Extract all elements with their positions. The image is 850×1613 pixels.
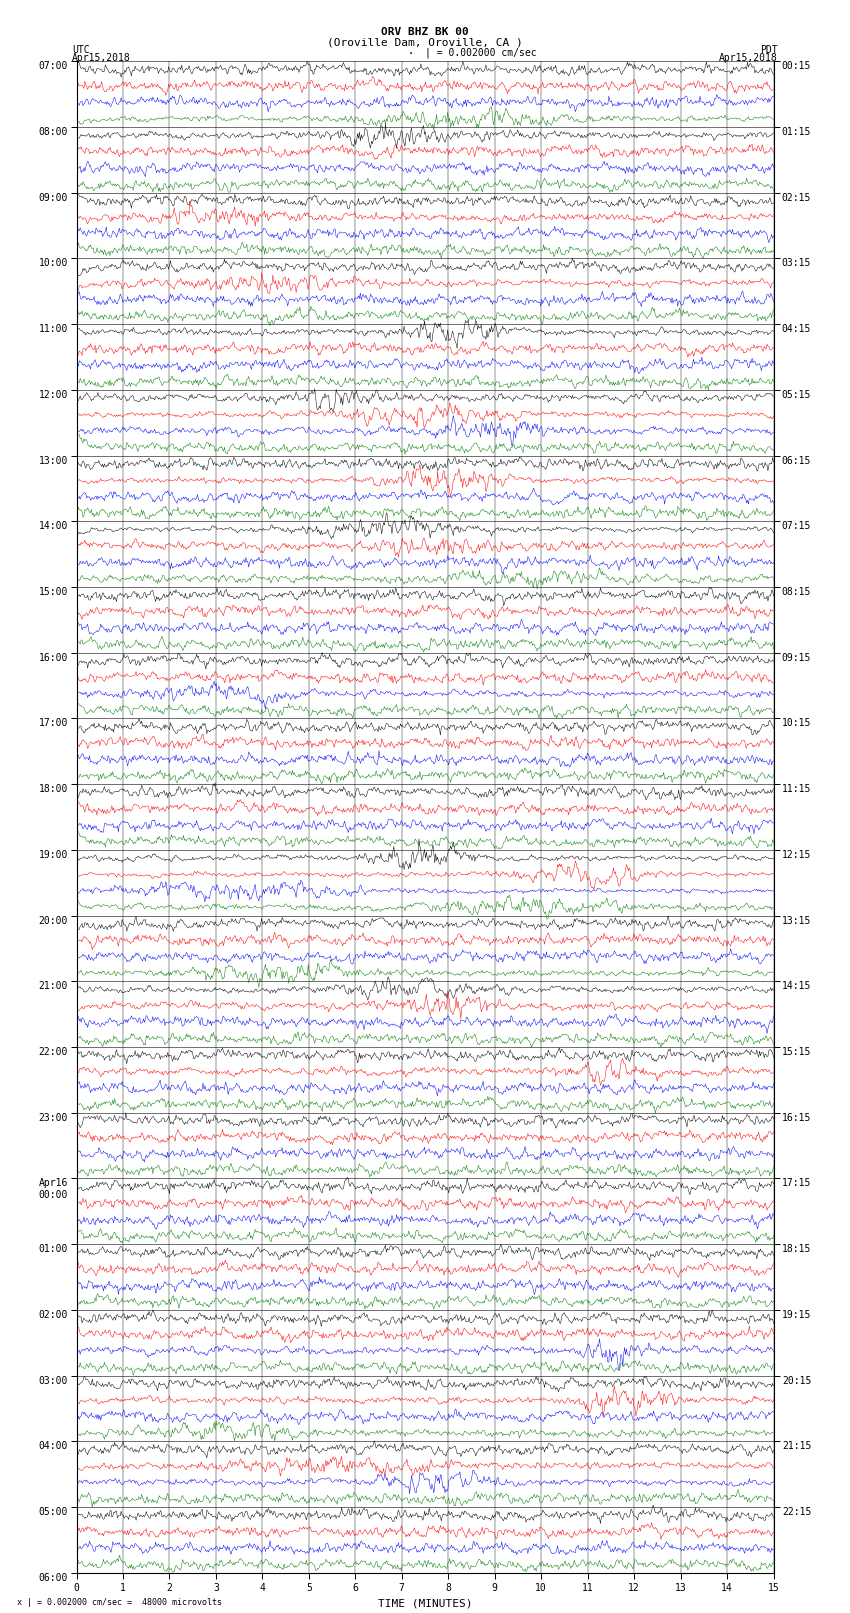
Text: (Oroville Dam, Oroville, CA ): (Oroville Dam, Oroville, CA ) xyxy=(327,37,523,47)
Text: ORV BHZ BK 00: ORV BHZ BK 00 xyxy=(381,27,469,37)
Text: Apr15,2018: Apr15,2018 xyxy=(72,53,131,63)
X-axis label: TIME (MINUTES): TIME (MINUTES) xyxy=(377,1598,473,1608)
Text: UTC: UTC xyxy=(72,45,90,55)
Text: PDT: PDT xyxy=(760,45,778,55)
Text: Apr15,2018: Apr15,2018 xyxy=(719,53,778,63)
Text: | = 0.002000 cm/sec: | = 0.002000 cm/sec xyxy=(425,48,536,58)
Text: x | = 0.002000 cm/sec =  48000 microvolts: x | = 0.002000 cm/sec = 48000 microvolts xyxy=(17,1597,222,1607)
